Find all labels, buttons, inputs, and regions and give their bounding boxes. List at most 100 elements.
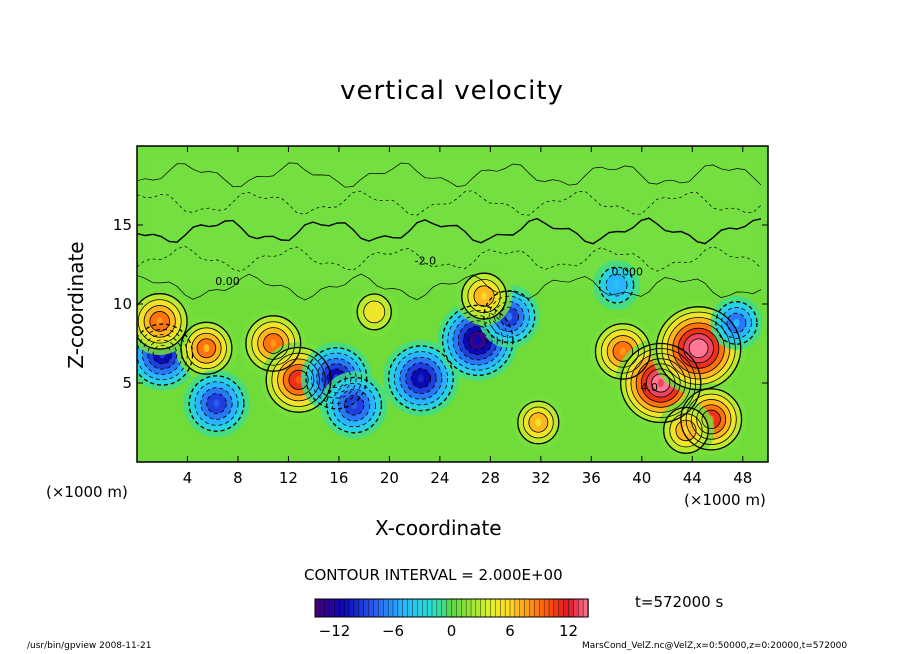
contour-ring xyxy=(680,388,743,451)
colorbar-cell xyxy=(451,598,458,618)
contour-ring xyxy=(399,356,443,400)
contour-interval-text: CONTOUR INTERVAL = 2.000E+00 xyxy=(304,566,563,584)
contour-label: 4.0 xyxy=(641,381,659,394)
colorbar-cell xyxy=(324,598,331,618)
contour-ring xyxy=(188,375,245,432)
contour-ring xyxy=(685,393,737,445)
feature-peak xyxy=(295,375,302,384)
contour-ring xyxy=(387,345,454,412)
colorbar-cell xyxy=(436,598,443,618)
colorbar-cell xyxy=(348,598,355,618)
contour-ring xyxy=(701,409,721,430)
y-tick-label: 10 xyxy=(112,295,132,313)
contour-ring xyxy=(405,362,437,394)
contour-ring xyxy=(441,304,514,377)
contour-label: -2.0 xyxy=(415,255,436,268)
contour-ring xyxy=(277,358,320,402)
contour-ring xyxy=(651,373,671,393)
contour-ring xyxy=(363,300,386,324)
feature-peak xyxy=(417,374,424,383)
axis-ticks xyxy=(137,146,768,462)
contour-ring xyxy=(715,301,758,345)
feature-peak xyxy=(535,418,542,427)
colorbar-cell xyxy=(548,598,555,618)
contour-ring xyxy=(663,406,709,454)
contour-ring xyxy=(137,299,182,344)
colorbar-cell xyxy=(495,598,501,618)
y-axis-label: Z-coordinate xyxy=(64,241,88,369)
wavy-contour xyxy=(137,190,762,216)
contour-ring xyxy=(288,369,309,390)
colorbar-cell xyxy=(363,598,370,618)
x-tick-label: 24 xyxy=(430,469,450,487)
feature-peak xyxy=(695,344,702,353)
contour-ring xyxy=(517,400,560,445)
x-tick-label: 8 xyxy=(233,469,243,487)
feature-peak xyxy=(351,401,358,410)
colorbar-cell xyxy=(358,598,365,618)
feature-peak xyxy=(733,318,740,327)
colorbar-cell xyxy=(402,598,409,618)
contour-ring xyxy=(206,393,227,414)
y-tick-label: 15 xyxy=(112,216,132,234)
contour-ring xyxy=(598,266,635,304)
colorbar-cell xyxy=(417,598,423,618)
contour-ring xyxy=(152,344,172,365)
colorbar-tick-label: 12 xyxy=(558,622,579,640)
contour-ring xyxy=(635,358,686,408)
contour-ring xyxy=(522,406,554,439)
contour-ring xyxy=(669,413,703,448)
contour-ring xyxy=(462,325,493,356)
contour-ring xyxy=(332,382,376,428)
colorbar-tick-label: −12 xyxy=(318,622,351,640)
colorbar-cell xyxy=(319,598,326,618)
contour-ring xyxy=(393,351,449,406)
colorbar-cell xyxy=(397,598,404,618)
contour-ring xyxy=(265,346,332,413)
colorbar xyxy=(314,598,589,618)
contour-ring xyxy=(282,364,315,396)
contour-ring xyxy=(640,363,681,403)
colorbar-cell xyxy=(353,598,360,618)
x-tick-label: 32 xyxy=(531,469,551,487)
contour-ring xyxy=(356,293,392,331)
wavy-contour xyxy=(137,245,762,272)
footer-right: MarsCond_VelZ.nc@VelZ,x=0:50000,z=0:2000… xyxy=(582,641,848,651)
contour-ring xyxy=(594,323,651,380)
contour-ring xyxy=(672,322,725,375)
colorbar-cell xyxy=(422,598,428,618)
colorbar-cell xyxy=(470,598,477,618)
contour-ring xyxy=(661,311,736,385)
colorbar-cell xyxy=(373,598,380,618)
colorbar-cell xyxy=(509,598,516,618)
colorbar-frame xyxy=(314,598,589,618)
contour-ring xyxy=(600,329,645,374)
x-tick-label: 12 xyxy=(278,469,298,487)
contour-label: 0.000 xyxy=(612,266,644,279)
colorbar-cell xyxy=(465,598,472,618)
contour-ring xyxy=(655,306,742,391)
colorbar-cell xyxy=(500,598,506,618)
colorbar-cell xyxy=(539,598,545,618)
colorbar-cell xyxy=(485,598,492,618)
colorbar-cell xyxy=(407,598,414,618)
contour-ring xyxy=(196,338,217,359)
colorbar-cell xyxy=(563,598,570,618)
contour-ring xyxy=(461,272,507,320)
contour-ring xyxy=(488,295,530,338)
colorbar-cell xyxy=(514,598,521,618)
chart-title: vertical velocity xyxy=(340,76,564,106)
contour-ring xyxy=(194,381,239,426)
contour-ring xyxy=(316,357,357,399)
y-tick-label: 5 xyxy=(122,374,132,392)
footer-left: /usr/bin/gpview 2008-11-21 xyxy=(27,641,152,651)
feature-peak xyxy=(474,336,481,345)
colorbar-cell xyxy=(524,598,531,618)
contour-ring xyxy=(137,323,194,386)
colorbar-tick-label: −6 xyxy=(381,622,405,640)
colorbar-cell xyxy=(504,598,511,618)
x-tick-label: 16 xyxy=(329,469,349,487)
contour-ring xyxy=(696,404,727,435)
contour-ring xyxy=(326,376,383,434)
